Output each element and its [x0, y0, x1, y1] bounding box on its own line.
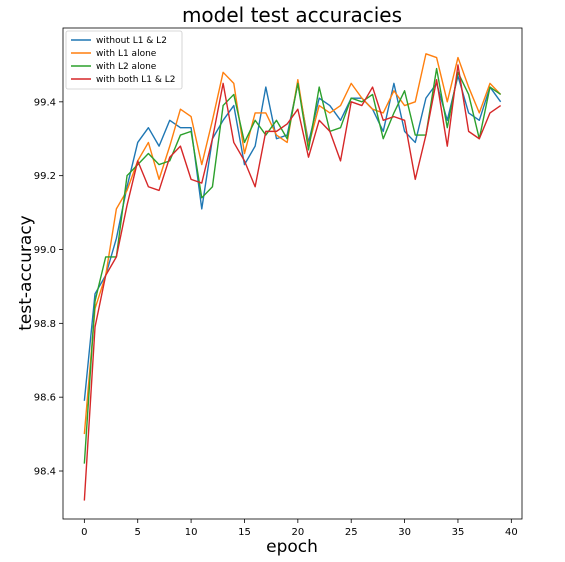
- chart-title: model test accuracies: [182, 3, 402, 27]
- x-tick-label: 15: [238, 527, 251, 538]
- x-tick-label: 10: [185, 527, 198, 538]
- y-tick-label: 99.2: [34, 171, 56, 182]
- y-axis-label: test-accuracy: [16, 215, 36, 330]
- legend-entry-label: without L1 & L2: [96, 36, 167, 46]
- series-lines: [83, 53, 502, 501]
- x-tick-label: 0: [81, 527, 87, 538]
- x-tick-label: 40: [505, 527, 518, 538]
- series-line-3: [83, 67, 502, 464]
- x-tick-label: 35: [452, 527, 465, 538]
- y-tick-label: 98.4: [34, 467, 56, 478]
- y-axis-ticks: 98.4 98.6 98.8 99.0 99.2 99.4: [34, 97, 63, 478]
- x-tick-label: 30: [398, 527, 411, 538]
- y-tick-label: 99.4: [34, 97, 56, 108]
- x-axis-label: epoch: [266, 537, 318, 557]
- x-tick-label: 25: [345, 527, 358, 538]
- legend: without L1 & L2 with L1 alone with L2 alon…: [65, 30, 183, 90]
- series-line-4: [83, 64, 502, 501]
- y-tick-label: 98.6: [34, 393, 56, 404]
- y-tick-label: 99.0: [34, 245, 56, 256]
- y-tick-label: 98.8: [34, 319, 56, 330]
- x-tick-label: 5: [135, 527, 141, 538]
- x-axis-ticks: 0 5 10 15 20 25 30 35 40: [81, 519, 518, 538]
- x-tick-label: 20: [291, 527, 304, 538]
- legend-box: [65, 30, 183, 90]
- legend-entry-label: with both L1 & L2: [96, 75, 176, 85]
- legend-entry-label: with L1 alone: [96, 49, 157, 59]
- legend-entry-label: with L2 alone: [96, 62, 157, 72]
